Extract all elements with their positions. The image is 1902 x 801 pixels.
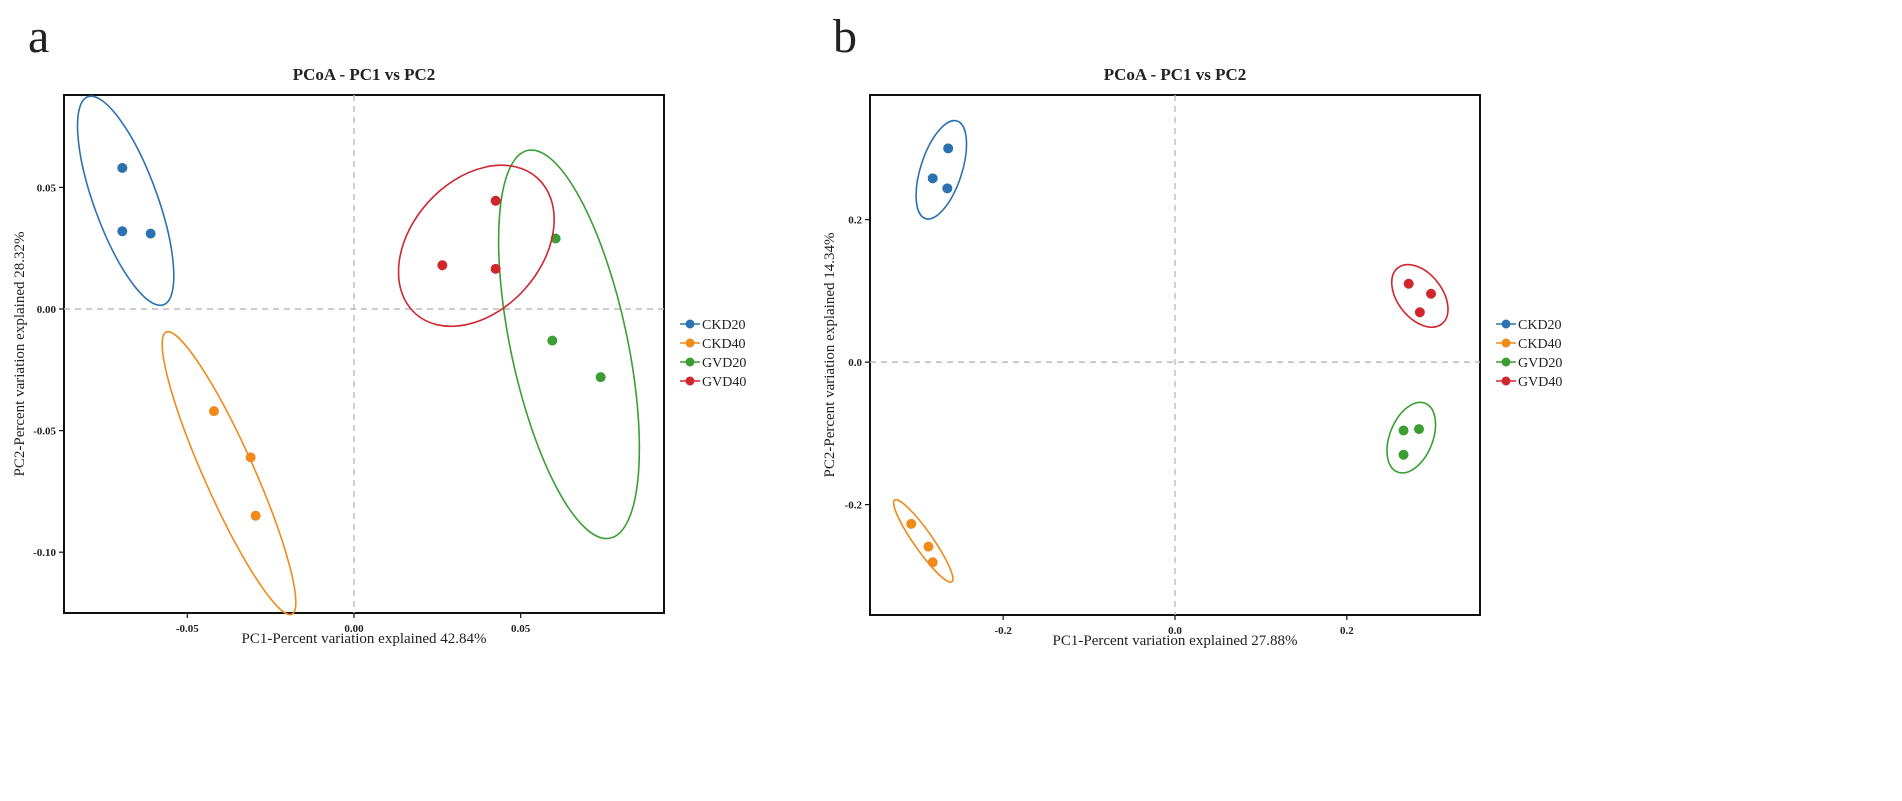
panel-a-legend-label-gvd40: GVD40 — [702, 375, 746, 390]
panel-a-legend-marker-gvd20 — [685, 357, 695, 367]
panel-a-point-gvd40 — [490, 195, 501, 206]
panel-a-ellipse-ckd40 — [161, 330, 297, 616]
panel-a-legend-marker-ckd40 — [685, 338, 695, 348]
panel-b-point-gvd20 — [1414, 424, 1424, 435]
panel-a-point-ckd20 — [145, 228, 156, 239]
panel-a-point-gvd40 — [437, 260, 448, 271]
panel-a-legend: CKD20 CKD40 GVD20 GVD40 — [680, 318, 746, 390]
panel-b-point-ckd40 — [906, 518, 917, 529]
panel-b-legend-marker-gvd20 — [1501, 357, 1511, 367]
panel-b-ellipse-gvd40 — [1390, 263, 1449, 328]
panel-b-ellipse-ckd40 — [892, 498, 954, 583]
panel-b-plot-content — [870, 95, 1480, 615]
panel-b-legend-marker-gvd40 — [1501, 376, 1511, 386]
panel-a-letter: a — [28, 10, 49, 63]
panel-a-point-ckd20 — [117, 162, 128, 173]
panel-b-legend: CKD20 CKD40 GVD20 GVD40 — [1496, 318, 1562, 390]
panel-b-point-gvd20 — [1398, 449, 1409, 460]
panel-b-point-ckd20 — [942, 183, 953, 194]
panel-b-legend-marker-ckd20 — [1501, 319, 1511, 329]
panel-b-y-tick-label: 0.0 — [848, 357, 862, 369]
panel-a-point-ckd40 — [209, 406, 219, 417]
panel-b-ellipse-gvd20 — [1386, 401, 1437, 474]
panel-a-plot-content — [64, 95, 664, 616]
panel-a-y-tick-label: 0.00 — [37, 304, 57, 316]
panel-b-point-gvd40 — [1426, 288, 1437, 299]
panel-a-legend-label-ckd40: CKD40 — [702, 337, 746, 352]
panel-b-point-ckd40 — [923, 541, 934, 552]
panel-a-point-gvd20 — [547, 335, 558, 346]
panel-a-point-gvd40 — [490, 263, 501, 274]
panel-a-ellipse-gvd40 — [397, 164, 555, 328]
panel-a-legend-marker-ckd20 — [685, 319, 695, 329]
panel-b-letter: b — [833, 10, 857, 63]
panel-b-point-gvd40 — [1403, 278, 1414, 289]
panel-a-x-tick-label: -0.05 — [176, 623, 199, 635]
panel-b-point-ckd20 — [927, 173, 938, 184]
panel-b-legend-label-gvd20: GVD20 — [1518, 356, 1562, 371]
panel-b-point-ckd40 — [927, 557, 938, 568]
panel-a-point-gvd20 — [595, 372, 606, 383]
panel-b-x-tick-label: 0.0 — [1168, 625, 1182, 637]
panel-a-title: PCoA - PC1 vs PC2 — [293, 65, 436, 84]
panel-a-x-axis-label: PC1-Percent variation explained 42.84% — [242, 631, 487, 647]
panel-b-x-axis-label: PC1-Percent variation explained 27.88% — [1053, 633, 1298, 649]
panel-b-x-tick-label: 0.2 — [1340, 625, 1354, 637]
panel-a-y-tick-label: -0.05 — [33, 426, 56, 438]
panel-a-legend-label-gvd20: GVD20 — [702, 356, 746, 371]
panel-a-x-tick-label: 0.05 — [511, 623, 531, 635]
panel-b-point-gvd20 — [1398, 425, 1409, 436]
panel-a-legend-marker-gvd40 — [685, 376, 695, 386]
panel-b-y-axis-label: PC2-Percent variation explained 14.34% — [822, 233, 838, 478]
panel-a-point-ckd40 — [250, 510, 261, 521]
panel-b-point-ckd20 — [943, 143, 954, 154]
panel-b-legend-marker-ckd40 — [1501, 338, 1511, 348]
panel-a-ellipse-ckd20 — [76, 95, 175, 307]
panel-a-y-axis-label: PC2-Percent variation explained 28.32% — [12, 232, 28, 477]
panel-a: a PCoA - PC1 vs PC2 PC1-Percent variatio… — [12, 10, 746, 647]
panel-b-y-tick-label: -0.2 — [845, 500, 863, 512]
panel-b-legend-label-ckd20: CKD20 — [1518, 318, 1562, 333]
panel-b-point-gvd40 — [1414, 307, 1425, 318]
panel-a-y-tick-label: 0.05 — [37, 182, 57, 194]
panel-a-legend-label-ckd20: CKD20 — [702, 318, 746, 333]
panel-a-x-tick-label: 0.00 — [344, 623, 364, 635]
panel-a-plot-frame — [63, 94, 665, 614]
panel-b: b PCoA - PC1 vs PC2 PC1-Percent variatio… — [822, 10, 1562, 649]
panel-b-legend-label-gvd40: GVD40 — [1518, 375, 1562, 390]
panel-a-point-ckd20 — [117, 226, 128, 237]
panel-b-ellipse-ckd20 — [915, 119, 968, 220]
panel-a-y-tick-label: -0.10 — [33, 547, 56, 559]
panel-b-title: PCoA - PC1 vs PC2 — [1104, 65, 1247, 84]
panel-a-point-ckd40 — [245, 452, 256, 463]
panel-a-ellipse-gvd20 — [497, 149, 641, 540]
panel-b-legend-label-ckd40: CKD40 — [1518, 337, 1562, 352]
panel-b-x-tick-label: -0.2 — [994, 625, 1012, 637]
panel-b-y-tick-label: 0.2 — [848, 215, 862, 227]
